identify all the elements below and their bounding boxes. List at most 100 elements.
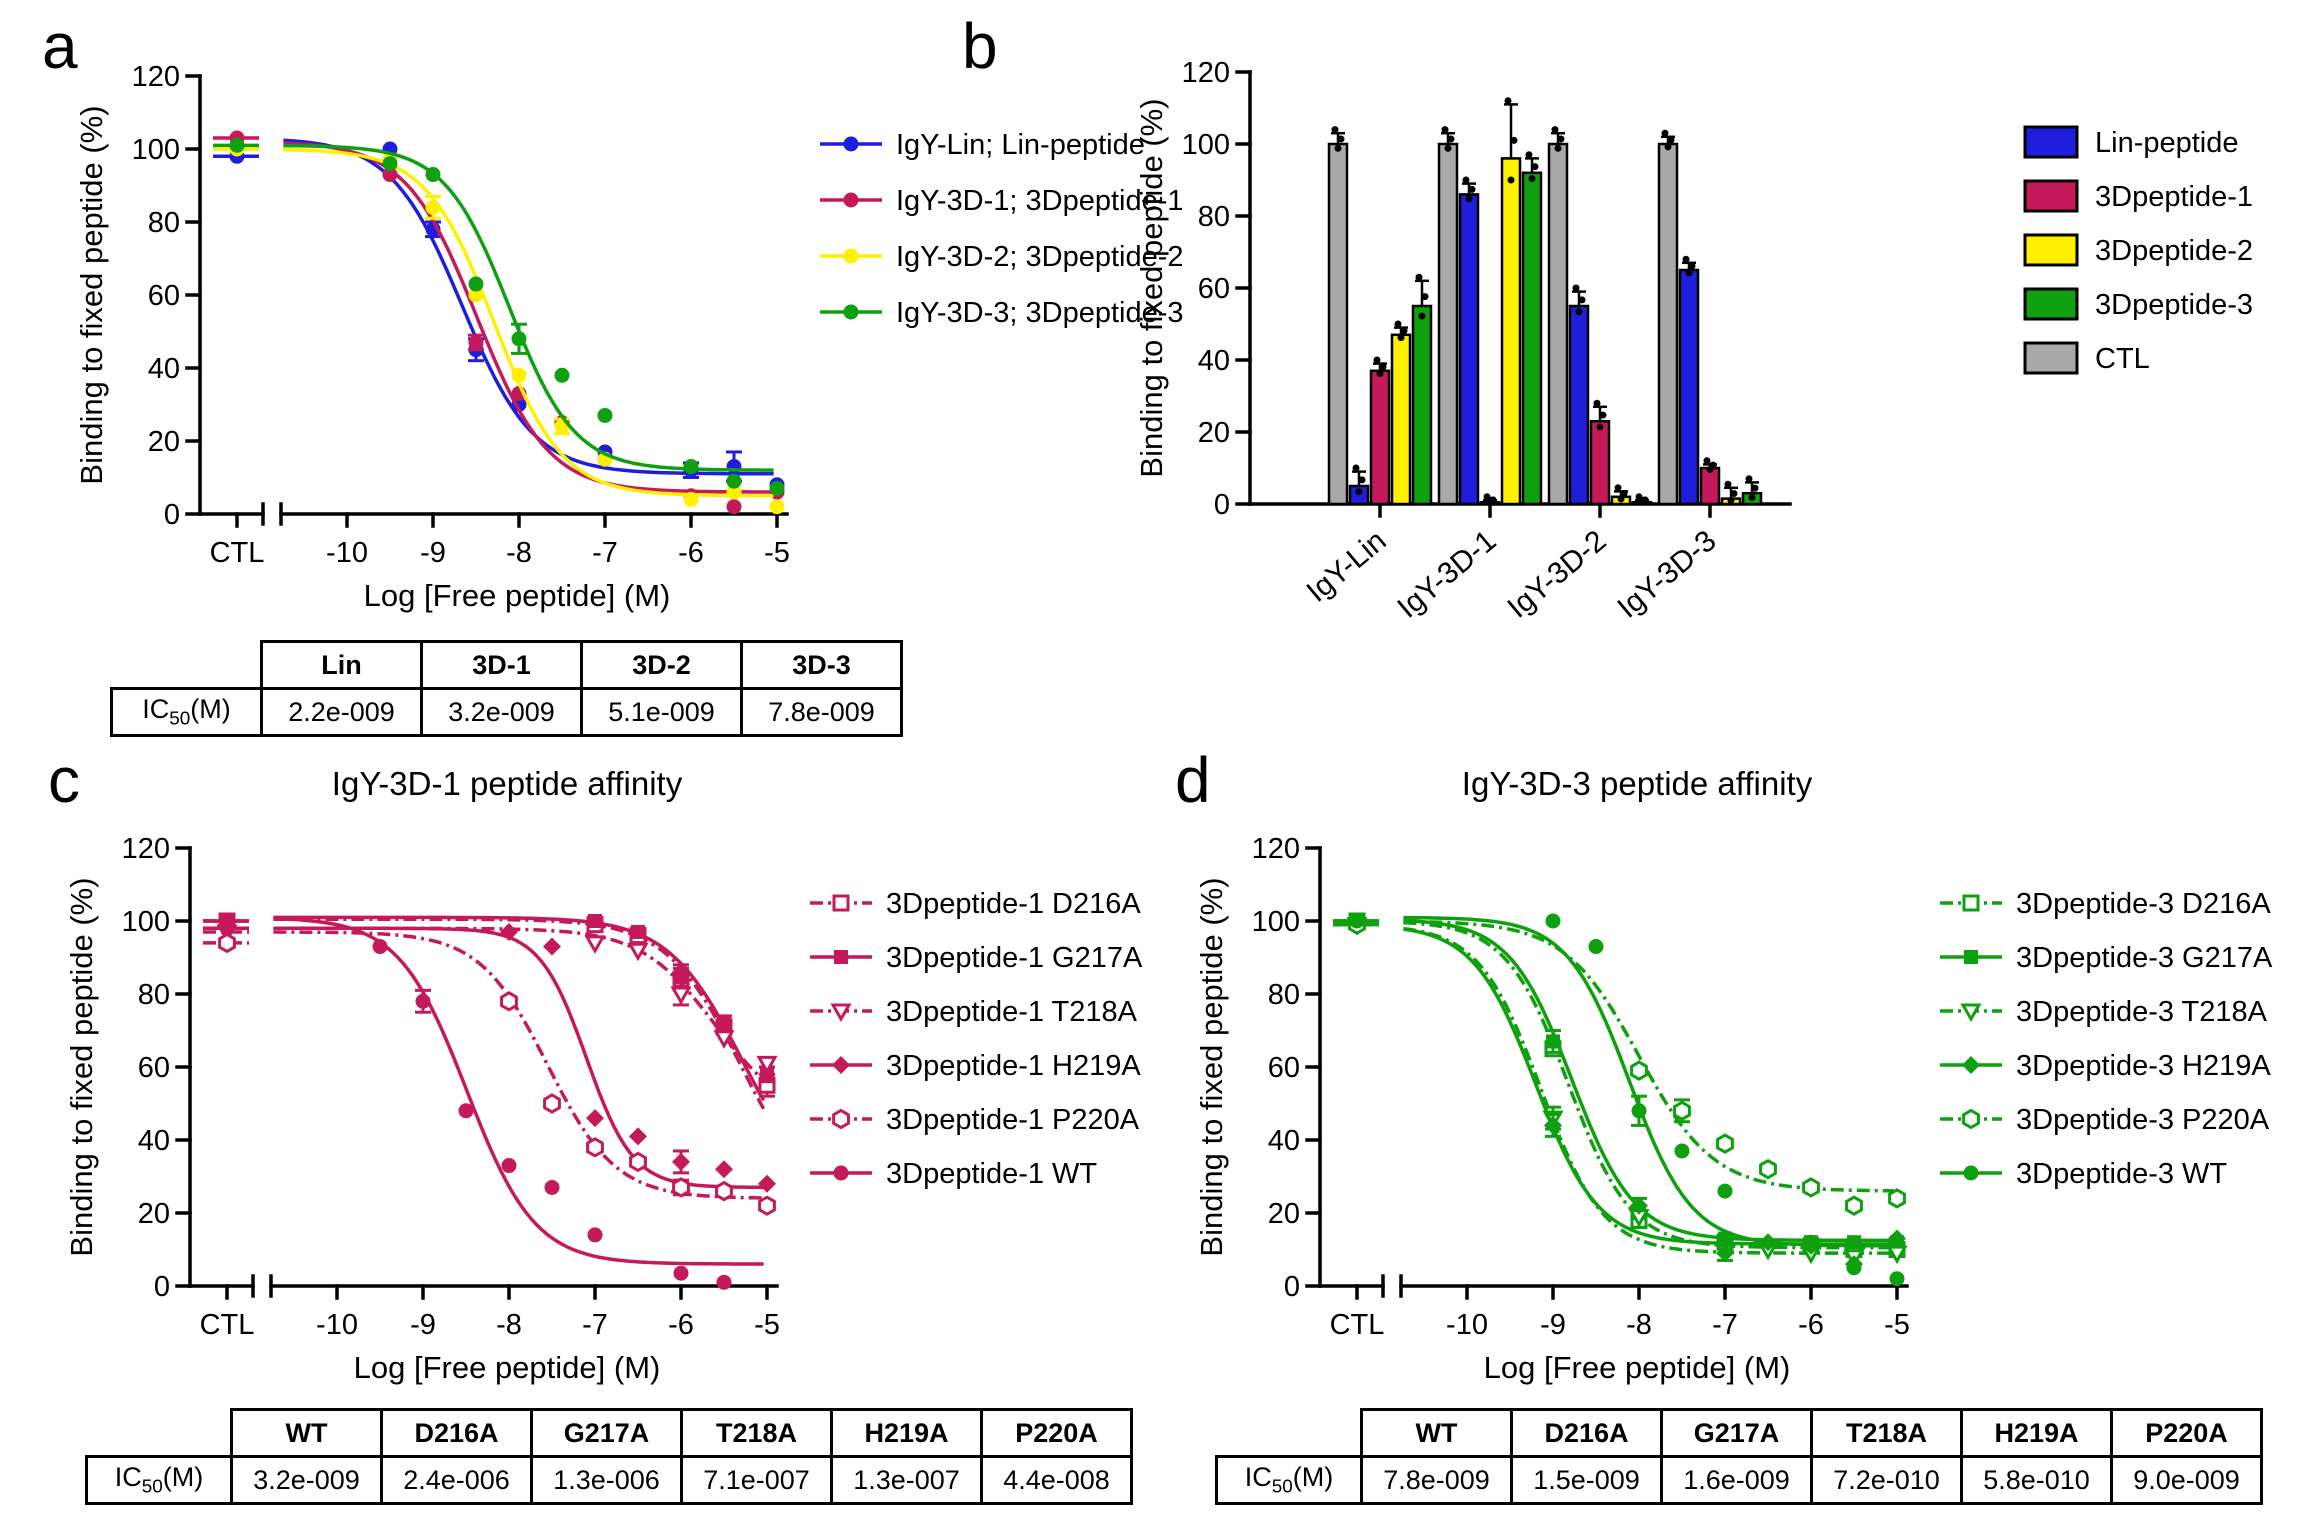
col-header: 3D-3 <box>740 640 903 690</box>
legend-d: 3Dpeptide-3 D216A 3Dpeptide-3 G217A 3Dpept… <box>1940 888 2273 1190</box>
bar-Lin-peptide <box>1678 268 1700 506</box>
replicate-dot <box>1352 464 1360 472</box>
replicate-dot <box>1465 195 1473 203</box>
series-a-2 <box>213 141 785 515</box>
replicate-dot <box>1599 411 1607 419</box>
legend-label: 3Dpeptide-3 G217A <box>2016 942 2273 974</box>
y-tick-label: 60 <box>138 1052 170 1084</box>
ic50-value: 3.2e-009 <box>230 1455 383 1505</box>
axes-a: 0 20 40 60 80 100 120 CTL -10 -9 -8 -7 -6 -5 <box>132 61 790 569</box>
x-tick-label: -5 <box>764 537 790 569</box>
y-tick-label: 20 <box>138 1198 170 1230</box>
replicate-dot <box>1688 262 1696 270</box>
ic50-value: 1.5e-009 <box>1510 1455 1663 1505</box>
legend-swatch <box>2023 287 2079 321</box>
replicate-dot <box>1706 465 1714 473</box>
series-d-3 <box>1333 915 1906 1274</box>
panel-c-y-axis-label: Binding to fixed peptide (%) <box>64 877 99 1256</box>
replicate-dot <box>1620 489 1628 497</box>
replicate-dot <box>1551 126 1559 134</box>
ic50-value: 7.8e-009 <box>740 687 903 737</box>
series-d-1 <box>1333 914 1904 1250</box>
x-tick-label: -10 <box>326 537 368 569</box>
legend-label: Lin-peptide <box>2095 127 2239 159</box>
legend-label: 3Dpeptide-3 WT <box>2016 1158 2227 1190</box>
series-d-0 <box>1333 912 1906 1258</box>
panel-c-title: IgY-3D-1 peptide affinity <box>332 765 683 802</box>
replicate-dot <box>1748 494 1756 502</box>
replicate-dot <box>1525 151 1533 159</box>
ic50-value: 7.1e-007 <box>680 1455 833 1505</box>
replicate-dot <box>1682 255 1690 263</box>
ic50-value: 4.4e-008 <box>980 1455 1133 1505</box>
panel-d-title: IgY-3D-3 peptide affinity <box>1462 765 1813 802</box>
table-header-row: Lin 3D-1 3D-2 3D-3 <box>112 640 903 690</box>
ic50-value: 7.8e-009 <box>1360 1455 1513 1505</box>
axes-c: 0 20 40 60 80 100 120 CTL -10 -9 -8 -7 -6 -5 <box>122 833 780 1341</box>
replicate-dot <box>1751 484 1759 492</box>
replicate-dot <box>1596 423 1604 431</box>
panel-label-c: c <box>48 744 80 816</box>
panel-d-x-axis-label: Log [Free peptide] (M) <box>1484 1350 1791 1385</box>
y-tick-label: 120 <box>1182 57 1230 89</box>
bars <box>1327 97 1763 506</box>
legend-swatch <box>2023 125 2079 159</box>
replicate-dot <box>1441 126 1449 134</box>
replicate-dot <box>1444 144 1452 152</box>
replicate-dot <box>1394 320 1402 328</box>
x-tick-label: -5 <box>754 1309 780 1341</box>
col-header: 3D-2 <box>580 640 743 690</box>
replicate-dot <box>1331 126 1339 134</box>
legend-swatch <box>2023 341 2079 375</box>
row-header-ic50: IC50(M) <box>85 1455 233 1505</box>
series-d-4 <box>1333 914 1906 1216</box>
panel-d-y-axis-label: Binding to fixed peptide (%) <box>1194 877 1229 1256</box>
replicate-dot <box>1468 185 1476 193</box>
bar-CTL <box>1547 142 1569 506</box>
series-a-0 <box>213 138 785 493</box>
y-tick-label: 80 <box>1268 979 1300 1011</box>
ic50-value: 2.4e-006 <box>380 1455 533 1505</box>
y-tick-label: 120 <box>132 61 180 93</box>
y-tick-label: 80 <box>148 207 180 239</box>
replicate-dot <box>1667 136 1675 144</box>
bar-3Dpeptide-3 <box>1411 304 1433 506</box>
group-label: IgY-Lin <box>1301 524 1393 609</box>
panel-a-y-axis-label: Binding to fixed peptide (%) <box>74 105 109 484</box>
group-label: IgY-3D-1 <box>1391 524 1502 625</box>
legend-label: IgY-3D-3; 3Dpeptide-3 <box>896 297 1184 329</box>
replicate-dot <box>1462 176 1470 184</box>
replicate-dot <box>1575 308 1583 316</box>
table-value-row: IC50(M) 3.2e-009 2.4e-006 1.3e-006 7.1e-… <box>85 1455 1133 1505</box>
x-tick-label: -10 <box>1446 1309 1488 1341</box>
replicate-dot <box>1528 175 1536 183</box>
table-corner <box>112 642 262 689</box>
panel-c-x-axis-label: Log [Free peptide] (M) <box>354 1350 661 1385</box>
x-tick-label: -8 <box>1626 1309 1652 1341</box>
replicate-dot <box>1724 480 1732 488</box>
table-value-row: IC50(M) 2.2e-009 3.2e-009 5.1e-009 7.8e-… <box>110 687 903 737</box>
panel-c-plot-area: 0 20 40 60 80 100 120 CTL -10 -9 -8 -7 -6 -5 3Dpeptide… <box>122 833 1143 1341</box>
group-label: IgY-3D-2 <box>1501 524 1612 625</box>
ic50-value: 1.6e-009 <box>1660 1455 1813 1505</box>
axes-d: 0 20 40 60 80 100 120 CTL -10 -9 -8 -7 -6 -5 <box>1252 833 1910 1341</box>
bar-Lin-peptide <box>1458 193 1480 506</box>
y-tick-label: 0 <box>164 499 180 531</box>
legend-label: 3Dpeptide-3 H219A <box>2016 1050 2271 1082</box>
ic50-value: 5.1e-009 <box>580 687 743 737</box>
replicate-dot <box>1486 496 1494 504</box>
x-tick-label: -7 <box>1712 1309 1738 1341</box>
ic50-value: 5.8e-010 <box>1960 1455 2113 1505</box>
legend-label: 3Dpeptide-1 P220A <box>886 1104 1140 1136</box>
series-c-2 <box>203 924 778 1082</box>
x-tick-label: -6 <box>678 537 704 569</box>
ic50-value: 9.0e-009 <box>2110 1455 2263 1505</box>
bar-CTL <box>1327 142 1349 506</box>
ic50-value: 2.2e-009 <box>260 687 423 737</box>
legend-label: IgY-3D-2; 3Dpeptide-2 <box>896 241 1184 273</box>
x-tick-label: -8 <box>496 1309 522 1341</box>
bar-3Dpeptide-3 <box>1521 171 1543 506</box>
bar-3Dpeptide-1 <box>1589 419 1611 506</box>
ic50-value: 3.2e-009 <box>420 687 583 737</box>
